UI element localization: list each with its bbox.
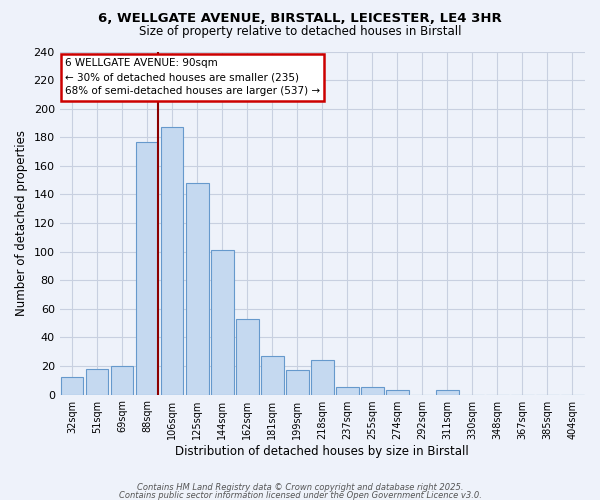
Text: Contains HM Land Registry data © Crown copyright and database right 2025.: Contains HM Land Registry data © Crown c… bbox=[137, 484, 463, 492]
Bar bbox=[211, 250, 233, 394]
Bar bbox=[136, 142, 158, 394]
Bar bbox=[336, 388, 359, 394]
Text: Size of property relative to detached houses in Birstall: Size of property relative to detached ho… bbox=[139, 25, 461, 38]
Bar bbox=[361, 388, 383, 394]
Bar bbox=[436, 390, 458, 394]
Bar bbox=[111, 366, 133, 394]
Bar bbox=[261, 356, 284, 395]
Text: Contains public sector information licensed under the Open Government Licence v3: Contains public sector information licen… bbox=[119, 490, 481, 500]
Bar bbox=[236, 319, 259, 394]
Bar bbox=[311, 360, 334, 394]
Bar bbox=[86, 369, 109, 394]
Bar bbox=[61, 378, 83, 394]
Bar bbox=[386, 390, 409, 394]
Text: 6, WELLGATE AVENUE, BIRSTALL, LEICESTER, LE4 3HR: 6, WELLGATE AVENUE, BIRSTALL, LEICESTER,… bbox=[98, 12, 502, 26]
Y-axis label: Number of detached properties: Number of detached properties bbox=[15, 130, 28, 316]
Bar bbox=[161, 128, 184, 394]
Bar bbox=[186, 183, 209, 394]
Text: 6 WELLGATE AVENUE: 90sqm
← 30% of detached houses are smaller (235)
68% of semi-: 6 WELLGATE AVENUE: 90sqm ← 30% of detach… bbox=[65, 58, 320, 96]
Title: 6, WELLGATE AVENUE, BIRSTALL, LEICESTER, LE4 3HR
Size of property relative to de: 6, WELLGATE AVENUE, BIRSTALL, LEICESTER,… bbox=[0, 499, 1, 500]
X-axis label: Distribution of detached houses by size in Birstall: Distribution of detached houses by size … bbox=[175, 444, 469, 458]
Bar bbox=[286, 370, 308, 394]
